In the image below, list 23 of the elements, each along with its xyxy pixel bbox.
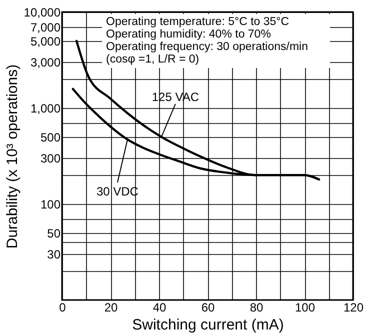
x-tick-label: 20 [104, 300, 118, 314]
y-tick-label: 3,000 [30, 56, 61, 70]
y-tick-label: 5,000 [30, 34, 61, 48]
annotation: Operating temperature: 5°C to 35°C [106, 16, 290, 28]
y-axis-title: Durability (x 10³ operations) [4, 64, 21, 249]
x-tick-label: 80 [250, 300, 264, 314]
y-tick-label: 10,000 [24, 6, 61, 20]
y-tick-label: 30 [47, 248, 61, 262]
y-tick-label: 500 [40, 130, 61, 144]
annotation: Operating humidity: 40% to 70% [106, 28, 271, 40]
annotation: Operating frequency: 30 operations/min [106, 41, 308, 53]
x-tick-label: 60 [201, 300, 215, 314]
x-tick-label: 120 [343, 300, 364, 314]
annotation: (cosφ =1, L/R = 0) [106, 54, 200, 66]
x-tick-label: 0 [59, 300, 66, 314]
y-tick-label: 50 [47, 226, 61, 240]
y-tick-label: 100 [40, 198, 61, 212]
x-axis-title: Switching current (mA) [132, 316, 284, 334]
y-tick-label: 300 [40, 152, 61, 166]
y-tick-label: 7,000 [30, 20, 61, 34]
x-tick-label: 40 [152, 300, 166, 314]
x-tick-label: 100 [294, 300, 316, 314]
y-tick-label: 1,000 [30, 102, 61, 116]
